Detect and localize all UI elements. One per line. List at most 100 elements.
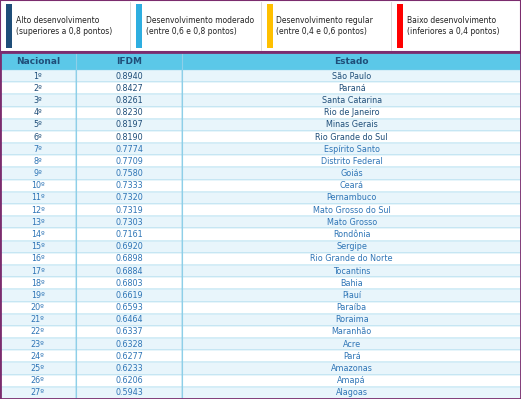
Bar	[182, 82, 521, 95]
Bar	[0, 253, 76, 265]
Bar	[76, 119, 182, 131]
Bar	[182, 338, 521, 350]
Text: Roraima: Roraima	[335, 315, 368, 324]
Text: Piauí: Piauí	[342, 291, 361, 300]
Bar	[0, 119, 76, 131]
Bar	[76, 70, 182, 82]
Text: 23º: 23º	[31, 340, 45, 349]
Text: 21º: 21º	[31, 315, 45, 324]
Bar	[182, 52, 521, 70]
Bar	[0, 143, 76, 155]
Text: Espírito Santo: Espírito Santo	[324, 145, 380, 154]
Text: Bahia: Bahia	[340, 279, 363, 288]
Text: 9º: 9º	[33, 169, 42, 178]
Text: 11º: 11º	[31, 194, 45, 202]
Text: 18º: 18º	[31, 279, 45, 288]
Bar	[76, 350, 182, 362]
Text: 20º: 20º	[31, 303, 45, 312]
Text: Tocantins: Tocantins	[333, 267, 370, 276]
Text: 5º: 5º	[33, 120, 42, 129]
Bar	[182, 180, 521, 192]
Text: 0.8940: 0.8940	[115, 71, 143, 81]
Bar	[182, 143, 521, 155]
Text: Baixo desenvolvimento
(inferiores a 0,4 pontos): Baixo desenvolvimento (inferiores a 0,4 …	[407, 16, 499, 36]
Text: Mato Grosso: Mato Grosso	[327, 218, 377, 227]
Text: Amapá: Amapá	[338, 376, 366, 385]
Bar	[182, 228, 521, 241]
Bar	[76, 95, 182, 107]
Bar	[182, 350, 521, 362]
Text: 10º: 10º	[31, 181, 45, 190]
Text: Ceará: Ceará	[340, 181, 364, 190]
Text: 22º: 22º	[31, 328, 45, 336]
Bar	[182, 375, 521, 387]
Text: Pernambuco: Pernambuco	[327, 194, 377, 202]
Bar	[0, 338, 76, 350]
Text: 6º: 6º	[33, 132, 42, 142]
Text: IFDM: IFDM	[116, 57, 142, 65]
Bar	[182, 107, 521, 119]
Bar	[76, 241, 182, 253]
Text: Nacional: Nacional	[16, 57, 60, 65]
Bar	[0, 95, 76, 107]
Text: 0.7320: 0.7320	[115, 194, 143, 202]
Bar	[76, 82, 182, 95]
Text: 0.7580: 0.7580	[115, 169, 143, 178]
Bar	[0, 155, 76, 168]
Bar	[76, 52, 182, 70]
Bar	[76, 314, 182, 326]
Bar	[0, 289, 76, 302]
Text: Distrito Federal: Distrito Federal	[321, 157, 382, 166]
Text: 17º: 17º	[31, 267, 45, 276]
Bar	[76, 362, 182, 375]
Bar	[76, 387, 182, 399]
Text: 0.6803: 0.6803	[115, 279, 143, 288]
Bar	[182, 119, 521, 131]
Bar	[0, 204, 76, 216]
Text: 3º: 3º	[33, 96, 42, 105]
Bar	[0, 52, 76, 70]
Bar	[0, 216, 76, 228]
Text: Rondônia: Rondônia	[333, 230, 370, 239]
Text: Maranhão: Maranhão	[331, 328, 372, 336]
Text: Rio de Janeiro: Rio de Janeiro	[324, 108, 379, 117]
Text: Paraíba: Paraíba	[337, 303, 367, 312]
Text: 0.6884: 0.6884	[115, 267, 143, 276]
Text: Pará: Pará	[343, 352, 361, 361]
Bar	[182, 204, 521, 216]
Bar	[76, 107, 182, 119]
Bar	[0, 265, 76, 277]
Text: 0.6619: 0.6619	[115, 291, 143, 300]
Bar	[76, 338, 182, 350]
Bar	[0, 70, 76, 82]
Text: Estado: Estado	[334, 57, 369, 65]
Bar	[76, 326, 182, 338]
Text: 0.8190: 0.8190	[115, 132, 143, 142]
Text: 0.6233: 0.6233	[115, 364, 143, 373]
Bar	[0, 375, 76, 387]
Bar	[267, 4, 272, 48]
Bar	[0, 387, 76, 399]
Bar	[76, 289, 182, 302]
Bar	[182, 216, 521, 228]
Bar	[76, 277, 182, 289]
Bar	[182, 241, 521, 253]
Text: 0.8230: 0.8230	[115, 108, 143, 117]
Bar	[0, 326, 76, 338]
Bar	[76, 204, 182, 216]
Bar	[182, 362, 521, 375]
Text: São Paulo: São Paulo	[332, 71, 371, 81]
Text: Rio Grande do Norte: Rio Grande do Norte	[311, 255, 393, 263]
Bar	[182, 326, 521, 338]
Bar	[182, 131, 521, 143]
Bar	[76, 375, 182, 387]
Bar	[0, 314, 76, 326]
Text: 27º: 27º	[31, 388, 45, 397]
Text: 0.8427: 0.8427	[115, 84, 143, 93]
Bar	[76, 228, 182, 241]
Bar	[76, 143, 182, 155]
Bar	[137, 4, 142, 48]
Text: 0.6277: 0.6277	[115, 352, 143, 361]
Text: Alto desenvolvimento
(superiores a 0,8 pontos): Alto desenvolvimento (superiores a 0,8 p…	[16, 16, 112, 36]
Text: Acre: Acre	[343, 340, 361, 349]
